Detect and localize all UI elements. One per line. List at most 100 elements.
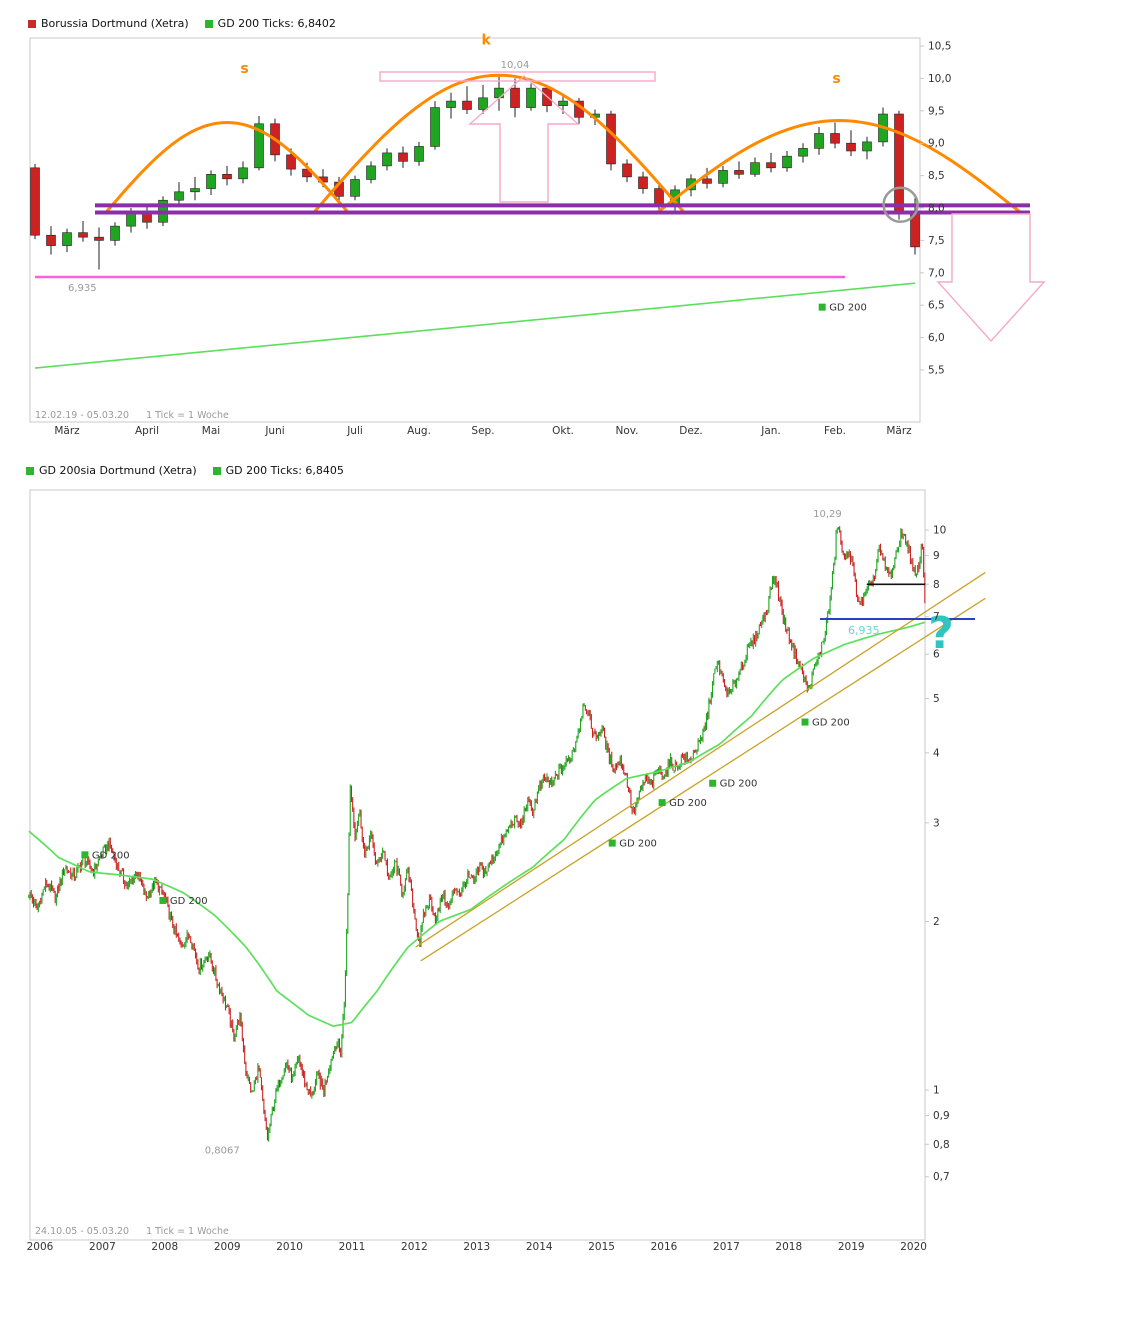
top-chart-tick-note: 1 Tick = 1 Woche — [146, 410, 229, 421]
svg-text:2015: 2015 — [588, 1241, 615, 1253]
svg-text:6,0: 6,0 — [928, 332, 945, 344]
legend-item-gd200-long: GD 200 Ticks: 6,8405 — [212, 464, 344, 477]
svg-text:Mai: Mai — [202, 425, 220, 437]
svg-text:6,5: 6,5 — [928, 300, 945, 312]
gd200-line-long — [28, 621, 926, 1028]
candle-series — [30, 75, 920, 270]
svg-text:6,935: 6,935 — [68, 283, 97, 294]
top-chart-footer: 12.02.19 - 05.03.20 1 Tick = 1 Woche — [35, 410, 243, 421]
svg-text:März: März — [886, 425, 912, 437]
down-arrow-icon — [936, 213, 1046, 343]
svg-text:2020: 2020 — [900, 1241, 927, 1253]
bottom-chart-legend: GD 200sia Dortmund (Xetra) GD 200 Ticks:… — [26, 464, 344, 477]
sks-arc — [105, 120, 349, 213]
svg-text:1: 1 — [933, 1085, 940, 1097]
svg-text:2019: 2019 — [838, 1241, 865, 1253]
legend-item-price: Borussia Dortmund (Xetra) — [28, 17, 189, 30]
gd200-marker — [801, 718, 809, 726]
svg-text:10,04: 10,04 — [501, 60, 530, 71]
sks-arc — [657, 118, 1021, 213]
svg-text:10,29: 10,29 — [813, 509, 842, 520]
svg-text:Okt.: Okt. — [552, 425, 574, 437]
svg-text:2008: 2008 — [151, 1241, 178, 1253]
svg-text:Sep.: Sep. — [471, 425, 494, 437]
svg-text:2016: 2016 — [651, 1241, 678, 1253]
svg-text:2011: 2011 — [339, 1241, 366, 1253]
svg-text:2006: 2006 — [27, 1241, 54, 1253]
svg-text:9: 9 — [933, 550, 940, 562]
svg-text:4: 4 — [933, 747, 940, 759]
svg-text:k: k — [482, 33, 492, 49]
gd200-marker — [81, 851, 89, 859]
svg-text:GD 200: GD 200 — [829, 303, 867, 314]
svg-text:10: 10 — [933, 525, 946, 537]
legend-gd200-long-label: GD 200 Ticks: 6,8405 — [225, 464, 344, 477]
svg-text:0,7: 0,7 — [933, 1171, 950, 1183]
svg-text:?: ? — [928, 608, 954, 659]
up-arrow-icon — [468, 75, 580, 203]
svg-text:März: März — [54, 425, 80, 437]
bottom-chart-tick-note: 1 Tick = 1 Woche — [146, 1226, 229, 1237]
svg-text:3: 3 — [933, 817, 940, 829]
svg-text:2007: 2007 — [89, 1241, 116, 1253]
svg-text:0,9: 0,9 — [933, 1110, 950, 1122]
svg-text:s: s — [832, 71, 840, 87]
svg-text:Juni: Juni — [264, 425, 284, 437]
gd200-swatch-icon — [204, 19, 213, 28]
sks-arc — [313, 73, 685, 213]
gd200-marker — [818, 303, 826, 311]
legend-item-price-long: GD 200sia Dortmund (Xetra) — [26, 464, 197, 477]
svg-text:7,5: 7,5 — [928, 235, 945, 247]
gd200-marker — [658, 799, 666, 807]
svg-text:Jan.: Jan. — [760, 425, 781, 437]
svg-text:2013: 2013 — [463, 1241, 490, 1253]
svg-text:Juli: Juli — [346, 425, 363, 437]
svg-text:5: 5 — [933, 693, 940, 705]
longterm-candlestick-chart: 6,935 ? GD 200 GD 200 GD 200 GD 200 GD 200 GD 2… — [27, 489, 986, 1253]
bottom-chart-daterange: 24.10.05 - 05.03.20 — [35, 1226, 130, 1237]
weekly-candlestick-chart: GD 200 6,935 s k s 10,04 10,5 10,0 9,5 9,0 8,5 8,0 7… — [29, 33, 1046, 437]
svg-text:2010: 2010 — [276, 1241, 303, 1253]
svg-text:10,0: 10,0 — [928, 73, 951, 85]
svg-text:2017: 2017 — [713, 1241, 740, 1253]
svg-text:GD 200: GD 200 — [170, 896, 208, 907]
svg-text:8,5: 8,5 — [928, 170, 945, 182]
svg-text:Nov.: Nov. — [615, 425, 638, 437]
svg-text:2012: 2012 — [401, 1241, 428, 1253]
svg-text:2: 2 — [933, 916, 940, 928]
svg-text:GD 200: GD 200 — [619, 839, 657, 850]
svg-text:2014: 2014 — [526, 1241, 553, 1253]
gd200-swatch-icon — [26, 466, 34, 475]
gd200-line — [34, 282, 916, 369]
weekly-bars-series — [28, 526, 926, 1142]
breakdown-circle — [882, 186, 919, 224]
legend-price-label: Borussia Dortmund (Xetra) — [41, 17, 189, 30]
svg-text:2018: 2018 — [775, 1241, 802, 1253]
top-chart-daterange: 12.02.19 - 05.03.20 — [35, 410, 130, 421]
svg-text:0,8067: 0,8067 — [205, 1146, 240, 1157]
svg-text:7,0: 7,0 — [928, 267, 945, 279]
svg-text:Aug.: Aug. — [407, 425, 431, 437]
svg-text:GD 200: GD 200 — [812, 718, 850, 729]
svg-text:2009: 2009 — [214, 1241, 241, 1253]
svg-text:9,5: 9,5 — [928, 105, 945, 117]
legend-gd200-label: GD 200 Ticks: 6,8402 — [217, 17, 336, 30]
svg-text:Feb.: Feb. — [824, 425, 846, 437]
top-chart-legend: Borussia Dortmund (Xetra) GD 200 Ticks: … — [28, 17, 336, 30]
legend-price-long-label: GD 200sia Dortmund (Xetra) — [39, 464, 197, 477]
svg-text:0,8: 0,8 — [933, 1139, 950, 1151]
gd200-marker — [709, 779, 717, 787]
svg-text:9,0: 9,0 — [928, 138, 945, 150]
svg-text:10,5: 10,5 — [928, 41, 951, 53]
svg-text:8,0: 8,0 — [928, 203, 945, 215]
svg-text:April: April — [135, 425, 159, 437]
bottom-chart-footer: 24.10.05 - 05.03.20 1 Tick = 1 Woche — [35, 1226, 243, 1237]
trend-line — [415, 571, 986, 948]
gd200-marker — [608, 839, 616, 847]
price-swatch-icon — [28, 19, 36, 28]
svg-text:5,5: 5,5 — [928, 365, 945, 377]
gd200-swatch-icon — [212, 466, 221, 475]
svg-text:GD 200: GD 200 — [720, 779, 758, 790]
